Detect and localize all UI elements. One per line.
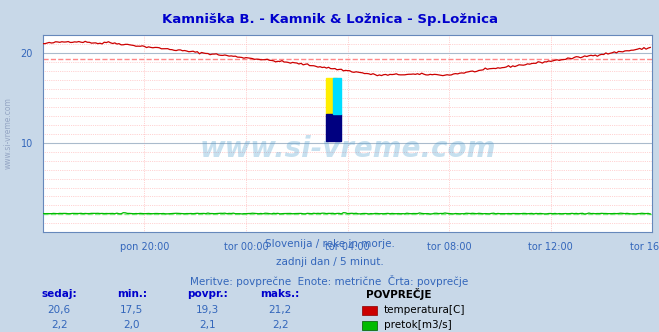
Text: www.si-vreme.com: www.si-vreme.com	[200, 135, 496, 163]
Text: POVPREČJE: POVPREČJE	[366, 288, 431, 300]
Text: sedaj:: sedaj:	[42, 289, 77, 299]
Bar	[326, 78, 337, 114]
Text: temperatura[C]: temperatura[C]	[384, 305, 465, 315]
Text: Meritve: povprečne  Enote: metrične  Črta: povprečje: Meritve: povprečne Enote: metrične Črta:…	[190, 275, 469, 287]
Text: 19,3: 19,3	[196, 305, 219, 315]
Text: povpr.:: povpr.:	[187, 289, 228, 299]
Text: 17,5: 17,5	[120, 305, 144, 315]
Text: 21,2: 21,2	[268, 305, 292, 315]
Text: 20,6: 20,6	[47, 305, 71, 315]
Text: 2,0: 2,0	[123, 320, 140, 330]
Text: 2,2: 2,2	[51, 320, 68, 330]
Bar	[333, 78, 341, 114]
Bar	[326, 114, 341, 141]
Text: 2,1: 2,1	[199, 320, 216, 330]
Text: Slovenija / reke in morje.: Slovenija / reke in morje.	[264, 239, 395, 249]
Text: maks.:: maks.:	[260, 289, 300, 299]
Text: www.si-vreme.com: www.si-vreme.com	[3, 97, 13, 169]
Text: 2,2: 2,2	[272, 320, 289, 330]
Text: pretok[m3/s]: pretok[m3/s]	[384, 320, 451, 330]
Text: zadnji dan / 5 minut.: zadnji dan / 5 minut.	[275, 257, 384, 267]
Text: min.:: min.:	[117, 289, 147, 299]
Text: Kamniška B. - Kamnik & Ložnica - Sp.Ložnica: Kamniška B. - Kamnik & Ložnica - Sp.Ložn…	[161, 13, 498, 26]
